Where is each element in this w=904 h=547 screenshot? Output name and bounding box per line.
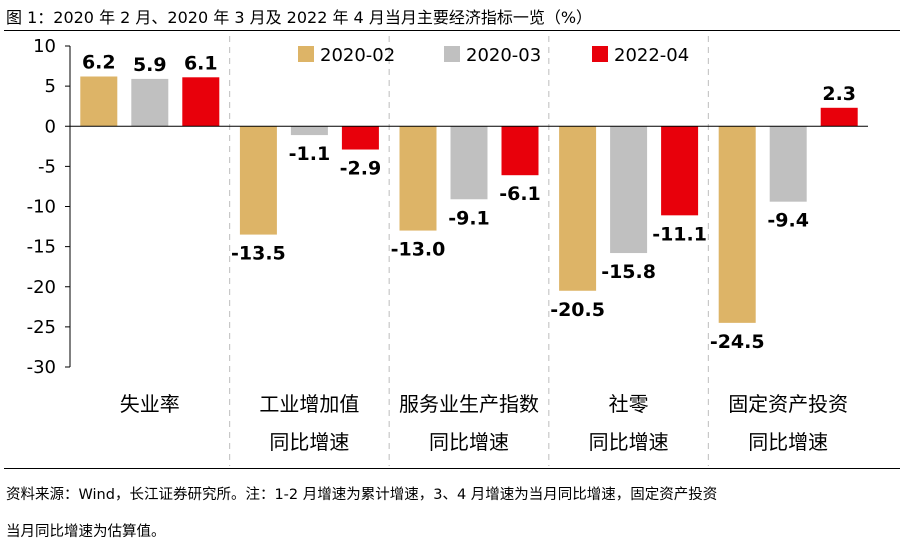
y-tick-label: 0 — [45, 116, 56, 137]
data-label: -6.1 — [499, 183, 541, 205]
data-label: -1.1 — [289, 143, 331, 165]
legend-swatch — [298, 46, 314, 62]
bar-chart: 10 5 0 -5 -10 -15 -20 -25 -30 6.2 5.9 6.1 失业率 -13.5 -1… — [27, 36, 868, 466]
bar-2020-02 — [80, 76, 118, 127]
category-label: 同比增速 — [269, 430, 349, 454]
category-label: 工业增加值 — [259, 392, 359, 416]
data-label: 6.2 — [82, 51, 116, 73]
bar-2020-02 — [559, 126, 597, 291]
bar-2020-03 — [769, 126, 807, 202]
bar-2022-04 — [182, 77, 220, 127]
y-tick-label: -5 — [38, 156, 56, 177]
bar-2020-03 — [450, 126, 488, 200]
y-tick-label: 10 — [33, 36, 56, 57]
bar-2020-02 — [718, 126, 756, 323]
category-label: 同比增速 — [748, 430, 828, 454]
y-tick-label: 5 — [45, 76, 56, 97]
y-tick-label: -15 — [27, 237, 56, 258]
data-label: 5.9 — [133, 54, 167, 76]
y-tick-label: -25 — [27, 317, 56, 338]
data-label: -13.5 — [231, 243, 286, 265]
category-label: 失业率 — [120, 392, 180, 416]
data-label: -13.0 — [391, 239, 446, 261]
legend-swatch — [444, 46, 460, 62]
category-label: 社零 — [609, 392, 649, 416]
data-label: -15.8 — [601, 261, 656, 283]
bar-2020-02 — [399, 126, 437, 231]
data-label: -11.1 — [652, 223, 707, 245]
source-note-line-1: 资料来源：Wind，长江证券研究所。注：1-2 月增速为累计增速，3、4 月增速… — [6, 487, 718, 503]
bottom-rule — [4, 468, 900, 469]
bar-2022-04 — [661, 126, 699, 216]
data-label: 6.1 — [184, 52, 218, 74]
data-label: -9.4 — [767, 210, 809, 232]
category-label: 固定资产投资 — [728, 392, 848, 416]
category-label: 同比增速 — [429, 430, 509, 454]
bar-2022-04 — [341, 126, 379, 150]
bar-2022-04 — [820, 107, 858, 127]
bar-2020-03 — [131, 78, 169, 127]
y-tick-label: -20 — [27, 277, 56, 298]
top-rule — [4, 30, 900, 31]
legend-label: 2022-04 — [614, 45, 689, 66]
source-note-line-2: 当月同比增速为估算值。 — [6, 524, 166, 540]
bar-2020-03 — [290, 126, 328, 136]
data-label: -2.9 — [340, 158, 382, 180]
bar-2020-02 — [239, 126, 277, 235]
category-label: 同比增速 — [589, 430, 669, 454]
legend-swatch — [592, 46, 608, 62]
data-label: -24.5 — [710, 331, 765, 353]
data-label: -20.5 — [550, 299, 605, 321]
legend-label: 2020-03 — [466, 45, 541, 66]
bar-2020-03 — [610, 126, 648, 254]
y-tick-label: -10 — [27, 197, 56, 218]
data-label: -9.1 — [448, 207, 490, 229]
y-tick-label: -30 — [27, 357, 56, 378]
chart-title: 图 1：2020 年 2 月、2020 年 3 月及 2022 年 4 月当月主… — [6, 8, 593, 27]
data-label: 2.3 — [822, 83, 856, 105]
legend-label: 2020-02 — [320, 45, 395, 66]
category-label: 服务业生产指数 — [399, 392, 539, 416]
bar-2022-04 — [501, 126, 539, 176]
